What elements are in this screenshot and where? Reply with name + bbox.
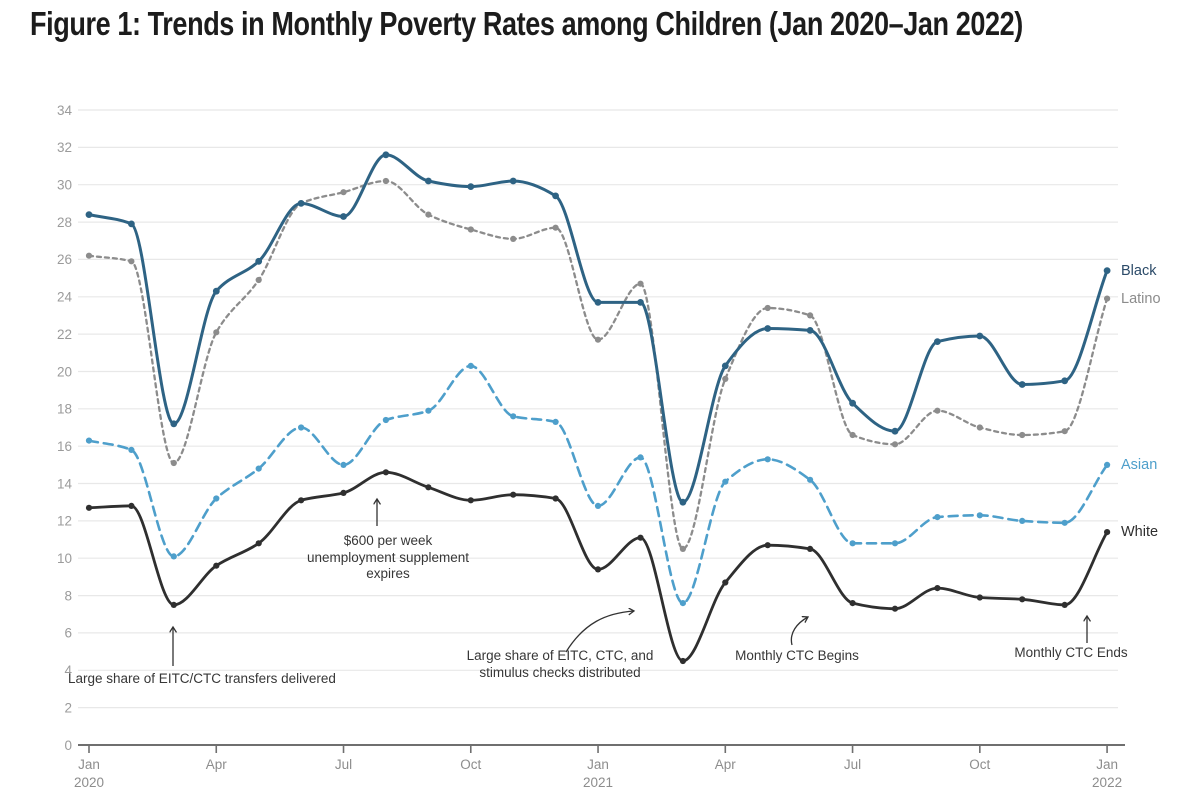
- svg-text:8: 8: [64, 588, 72, 603]
- svg-text:34: 34: [57, 103, 73, 118]
- svg-text:26: 26: [57, 252, 72, 267]
- svg-text:Jan: Jan: [1096, 757, 1118, 772]
- svg-text:2021: 2021: [583, 775, 613, 790]
- svg-text:18: 18: [57, 402, 72, 417]
- svg-text:12: 12: [57, 514, 72, 529]
- x-axis: Jan 2020 Apr Jul Oct Jan 2021 Apr Jul Oct Jan 2022: [74, 744, 1125, 790]
- figure-title: Figure 1: Trends in Monthly Poverty Rate…: [30, 5, 1023, 42]
- svg-text:Jul: Jul: [844, 757, 861, 772]
- series-label-white: White: [1121, 524, 1159, 540]
- svg-text:32: 32: [57, 140, 72, 155]
- svg-text:2020: 2020: [74, 775, 104, 790]
- series-label-latino: Latino: [1121, 291, 1161, 307]
- annotation-monthly-ctc-ends: Monthly CTC Ends: [1014, 645, 1128, 660]
- series-label-asian: Asian: [1121, 457, 1158, 473]
- svg-text:Apr: Apr: [206, 757, 228, 772]
- svg-text:2022: 2022: [1092, 775, 1122, 790]
- data-series: [85, 151, 1111, 665]
- svg-text:Oct: Oct: [969, 757, 990, 772]
- annotation-600-unemployment: $600 per week unemployment supplement ex…: [306, 533, 470, 581]
- svg-text:6: 6: [64, 626, 72, 641]
- svg-text:16: 16: [57, 439, 72, 454]
- svg-text:10: 10: [57, 551, 72, 566]
- svg-text:20: 20: [57, 364, 72, 379]
- svg-text:4: 4: [64, 663, 72, 678]
- annotation-stimulus-checks: Large share of EITC, CTC, and stimulus c…: [466, 648, 654, 680]
- svg-text:Jan: Jan: [78, 757, 100, 772]
- series-label-black: Black: [1121, 263, 1157, 279]
- svg-text:28: 28: [57, 215, 72, 230]
- svg-text:24: 24: [57, 290, 73, 305]
- svg-text:22: 22: [57, 327, 72, 342]
- svg-text:Oct: Oct: [460, 757, 481, 772]
- svg-text:Jul: Jul: [335, 757, 352, 772]
- annotation-eitc-ctc-transfers: Large share of EITC/CTC transfers delive…: [68, 671, 336, 686]
- annotation-arrows: [173, 499, 1087, 666]
- svg-text:Apr: Apr: [715, 757, 737, 772]
- svg-text:14: 14: [57, 476, 73, 491]
- svg-text:0: 0: [64, 738, 72, 753]
- svg-text:30: 30: [57, 178, 72, 193]
- svg-text:Jan: Jan: [587, 757, 609, 772]
- annotation-monthly-ctc-begins: Monthly CTC Begins: [735, 648, 859, 663]
- svg-text:2: 2: [64, 700, 72, 715]
